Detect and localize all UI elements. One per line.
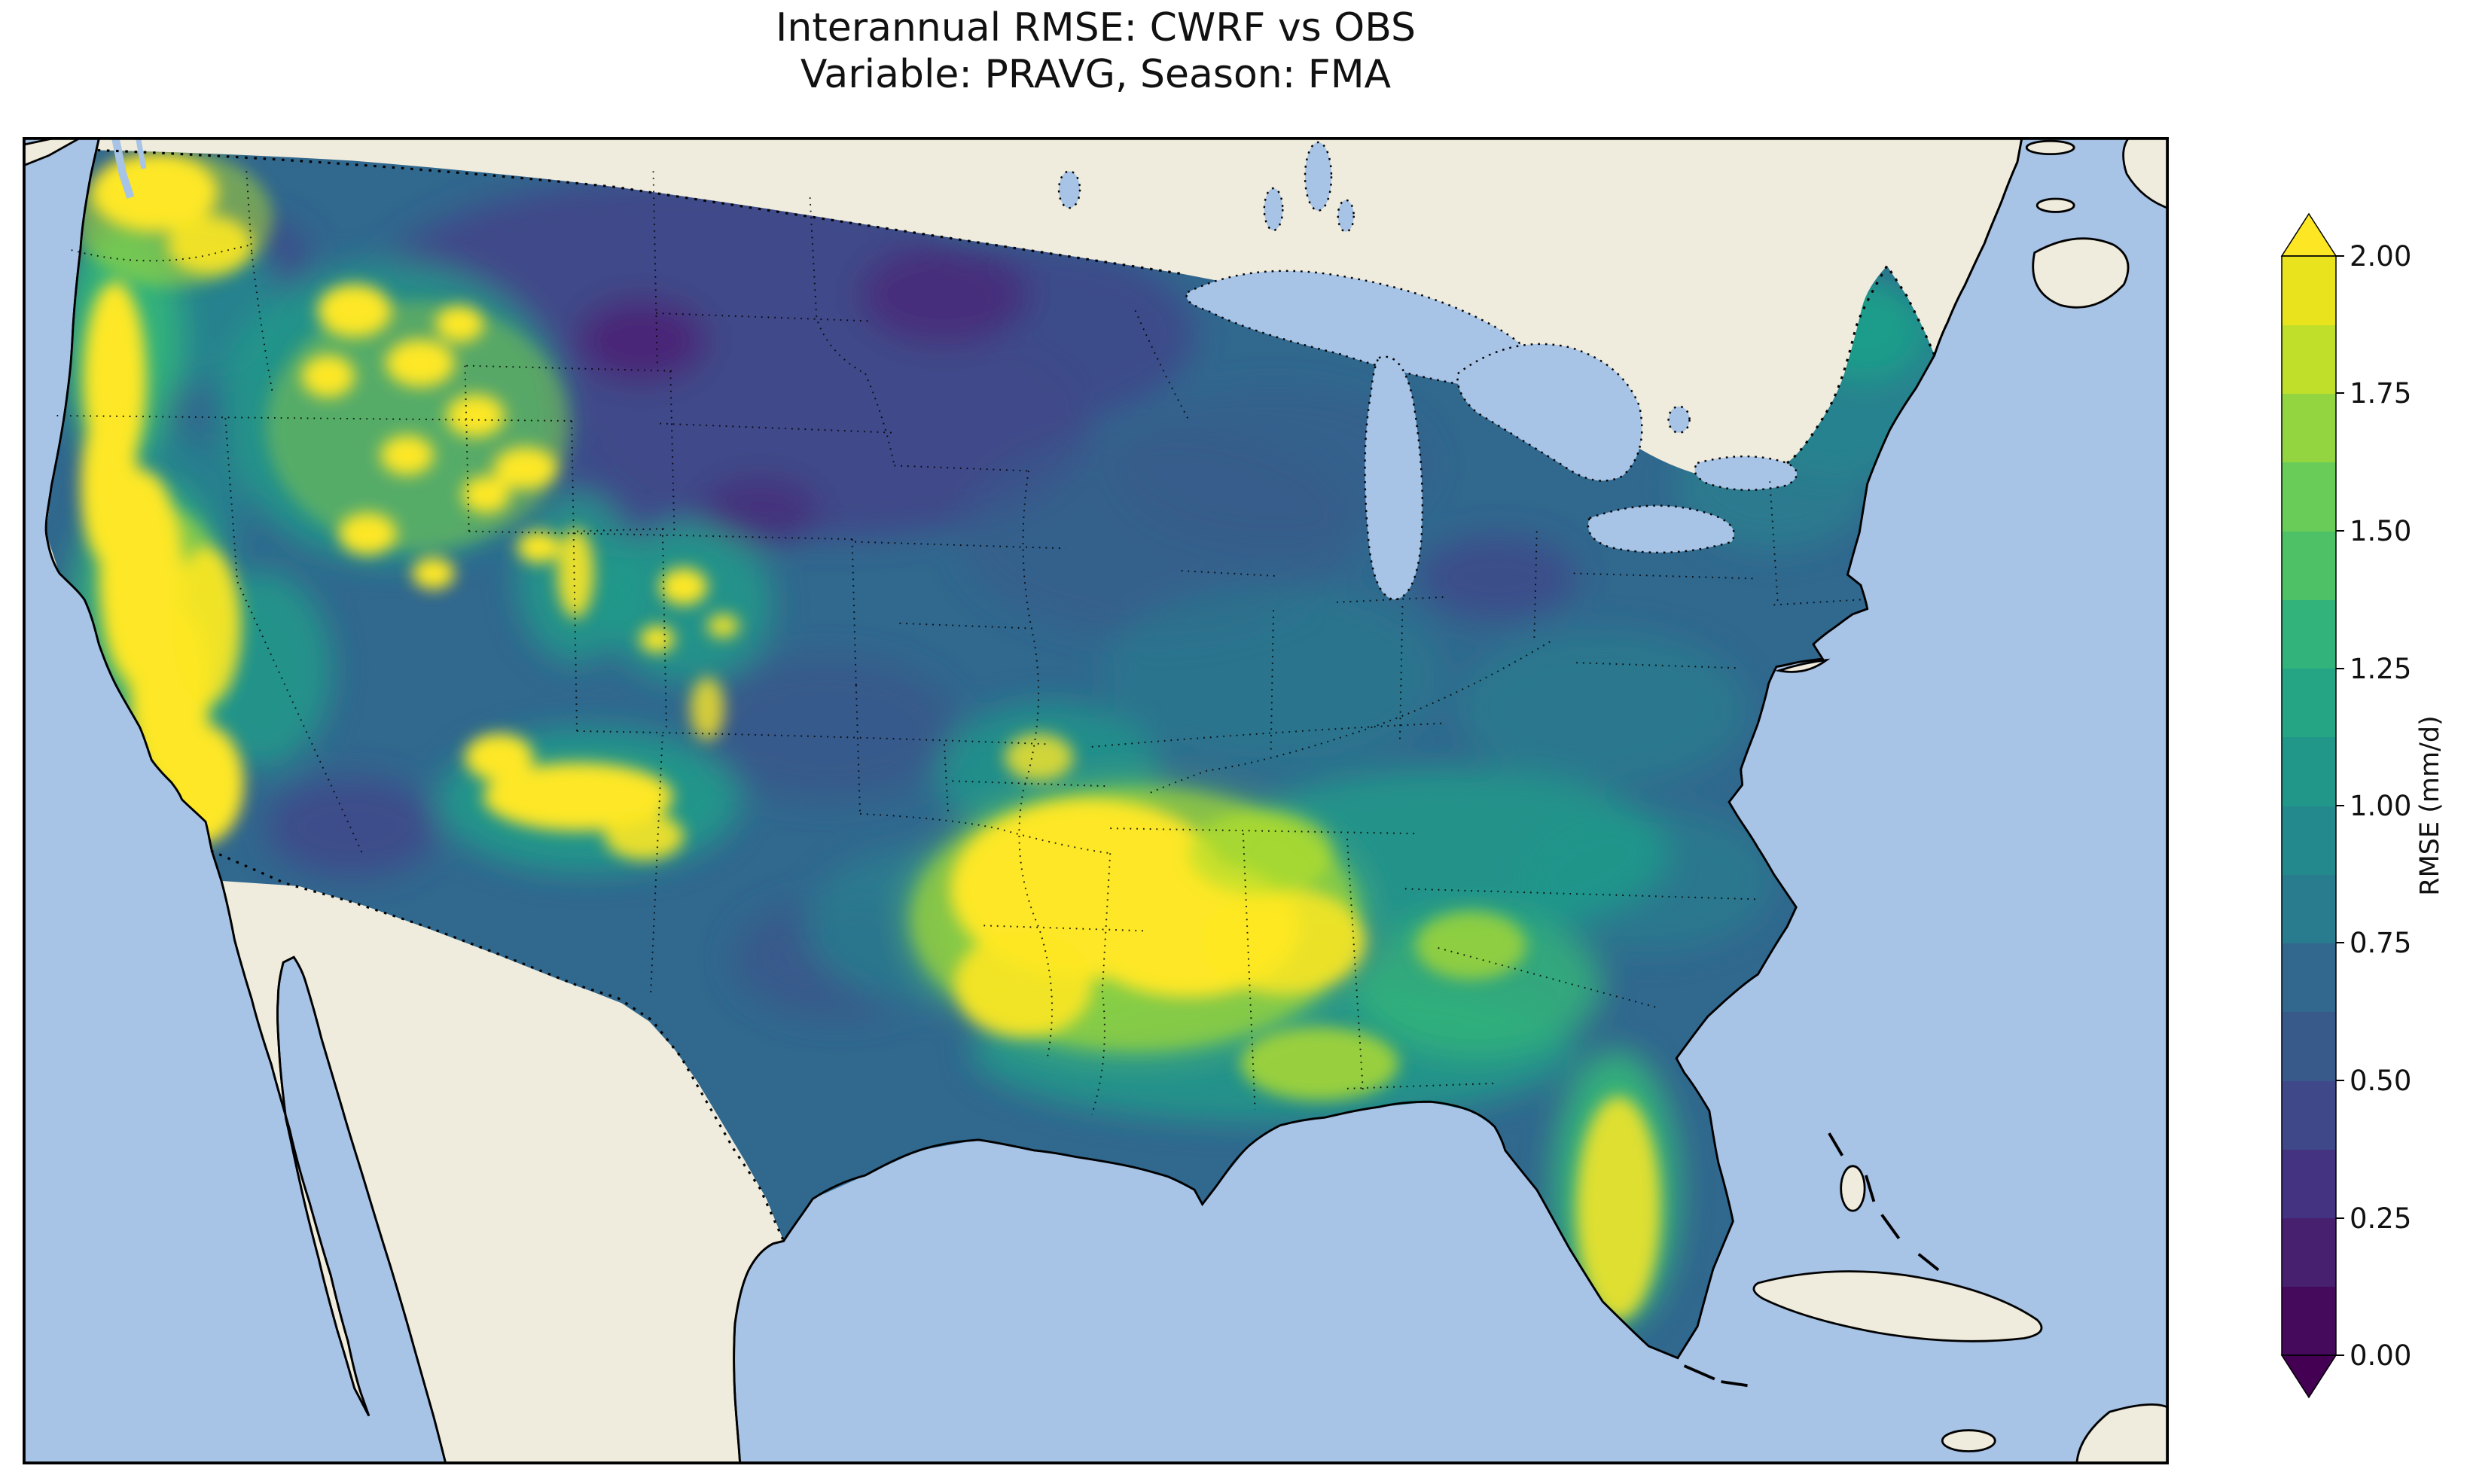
lake-ontario — [1694, 455, 1798, 491]
jamaica — [1941, 1429, 1996, 1452]
long-island — [1775, 658, 1831, 673]
map-canvas — [23, 137, 2169, 1464]
lake-erie — [1587, 504, 1735, 554]
figure-title-line1: Interannual RMSE: CWRF vs OBS — [776, 5, 1416, 50]
colorbar-extend-over — [2280, 212, 2337, 257]
lake-michigan — [1364, 355, 1424, 601]
us-canada-border — [97, 148, 1182, 276]
florida-keys — [1683, 1364, 1748, 1388]
coastline-overlay — [44, 137, 2023, 1464]
country-borders — [97, 148, 1936, 1242]
tick-0.75: 0.75 — [2350, 927, 2411, 959]
map-figure — [23, 137, 2169, 1464]
hispaniola-corner — [2075, 1403, 2169, 1464]
colorbar: 2.00 1.75 1.50 1.25 1.00 0.75 0.50 0.25 … — [2274, 211, 2467, 1431]
figure-title-line2: Variable: PRAVG, Season: FMA — [800, 52, 1392, 97]
us-mexico-border — [210, 849, 785, 1242]
tick-0.50: 0.50 — [2350, 1065, 2411, 1097]
nova-scotia — [2032, 237, 2130, 309]
puget-sound — [111, 137, 147, 199]
tick-1.50: 1.50 — [2350, 515, 2411, 547]
cuba — [1752, 1270, 2043, 1342]
tick-2.00: 2.00 — [2350, 240, 2411, 273]
tick-1.75: 1.75 — [2350, 377, 2411, 410]
map-border-frame — [23, 137, 2169, 1464]
colorbar-axis-label: RMSE (mm/d) — [2415, 715, 2445, 895]
anticosti-island — [2025, 139, 2075, 156]
colorbar-tick-labels: 2.00 1.75 1.50 1.25 1.00 0.75 0.50 0.25 … — [2350, 240, 2411, 1372]
tick-0.25: 0.25 — [2350, 1202, 2411, 1235]
figure-title: Interannual RMSE: CWRF vs OBS Variable: … — [23, 5, 2169, 98]
tick-1.00: 1.00 — [2350, 790, 2411, 822]
tick-0.00: 0.00 — [2350, 1339, 2411, 1372]
lake-winnipeg — [1304, 141, 1333, 212]
colorbar-bands — [2282, 256, 2336, 1355]
prince-edward-island — [2036, 197, 2075, 213]
bahamas-and-keys — [1683, 1132, 1940, 1388]
colorbar-tick-marks — [2336, 255, 2344, 1356]
tick-1.25: 1.25 — [2350, 653, 2411, 685]
islands — [23, 137, 2169, 1464]
andros-island — [1840, 1165, 1866, 1212]
great-lakes — [1057, 141, 1798, 601]
colorbar-extend-under — [2280, 1354, 2337, 1399]
colorbar-canvas: 2.00 1.75 1.50 1.25 1.00 0.75 0.50 0.25 … — [2280, 212, 2445, 1399]
lake-huron — [1456, 343, 1643, 482]
